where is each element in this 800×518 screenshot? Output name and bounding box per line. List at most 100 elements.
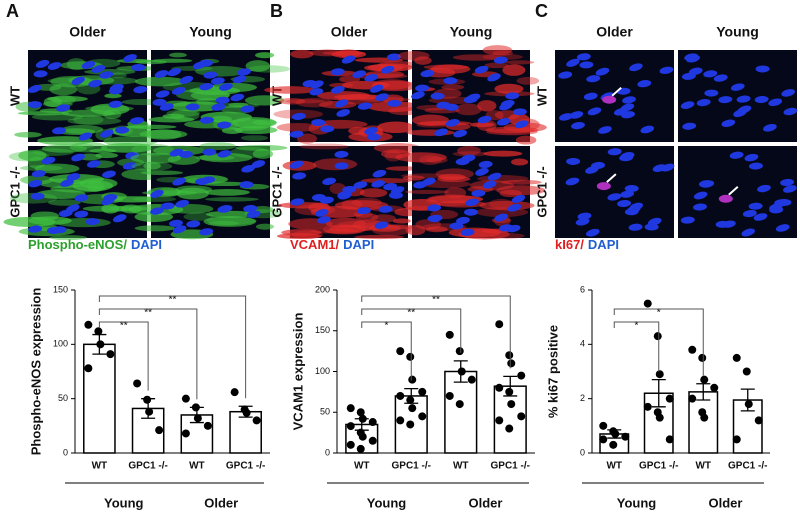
- nucleus: [371, 180, 386, 188]
- micrograph: [398, 45, 547, 145]
- nucleus: [430, 92, 445, 100]
- nucleus: [81, 61, 96, 69]
- significance-bracket: [98, 308, 198, 400]
- signal-fiber: [501, 179, 542, 185]
- data-point: [181, 429, 190, 438]
- data-point: [700, 375, 709, 384]
- nucleus: [577, 212, 592, 220]
- signal-fiber: [334, 200, 389, 211]
- nucleus: [78, 132, 93, 141]
- signal-fiber: [134, 225, 176, 232]
- nucleus: [178, 150, 193, 158]
- nucleus: [291, 112, 306, 120]
- nucleus: [311, 119, 326, 127]
- nucleus: [703, 70, 718, 78]
- signal-fiber: [404, 189, 450, 194]
- stain-name: DAPI: [343, 237, 374, 252]
- nucleus: [74, 210, 89, 218]
- nucleus: [199, 228, 214, 236]
- nucleus: [202, 148, 217, 156]
- data-point: [84, 364, 93, 373]
- data-point: [96, 340, 105, 349]
- nucleus: [108, 100, 123, 108]
- group-label: Older: [469, 495, 503, 510]
- data-point: [599, 435, 608, 444]
- nucleus: [199, 116, 214, 124]
- nucleus: [289, 160, 304, 169]
- signal-fiber: [371, 80, 420, 92]
- nucleus: [239, 181, 254, 189]
- data-point: [700, 413, 709, 422]
- nucleus: [680, 101, 695, 109]
- nucleus: [155, 90, 170, 98]
- signal-fiber: [402, 175, 425, 181]
- nucleus: [102, 170, 116, 178]
- nucleus: [357, 102, 372, 110]
- signal-fiber: [199, 142, 236, 151]
- data-point: [742, 367, 751, 376]
- nucleus: [167, 68, 182, 77]
- signal-fiber: [477, 100, 497, 112]
- nucleus: [115, 126, 130, 134]
- nucleus: [575, 218, 590, 226]
- x-tick-label: GPC1 -/-: [128, 461, 167, 472]
- nucleus: [783, 107, 798, 116]
- signal-fiber: [104, 93, 122, 99]
- significance-bracket: [361, 321, 412, 381]
- signal-fiber: [492, 50, 513, 56]
- nucleus: [659, 66, 674, 74]
- nucleus: [230, 93, 245, 102]
- nucleus: [644, 223, 659, 231]
- data-point: [445, 391, 454, 400]
- data-point: [688, 345, 697, 354]
- nucleus: [453, 129, 468, 138]
- signal-fiber: [255, 223, 275, 230]
- significance-bracket: [98, 321, 149, 391]
- signal-fiber: [47, 199, 81, 206]
- nucleus: [693, 203, 707, 211]
- nucleus: [108, 87, 123, 95]
- signal-fiber: [225, 118, 272, 131]
- micrograph: [555, 146, 675, 238]
- data-point: [406, 420, 415, 429]
- nucleus: [237, 68, 251, 76]
- significance-bracket: [98, 295, 247, 399]
- nucleus: [769, 203, 783, 211]
- nucleus: [246, 210, 261, 218]
- nucleus: [47, 62, 62, 70]
- nucleus: [427, 204, 442, 212]
- nucleus: [41, 156, 56, 165]
- signal-fiber: [203, 216, 257, 227]
- nucleus: [721, 119, 736, 127]
- signal-fiber: [400, 173, 450, 179]
- signal-fiber: [502, 64, 526, 76]
- nucleus: [700, 180, 715, 188]
- nucleus: [587, 107, 602, 116]
- nucleus: [198, 59, 213, 67]
- nucleus: [620, 190, 635, 198]
- nucleus: [500, 99, 515, 108]
- data-point: [358, 432, 367, 441]
- signal-fiber: [329, 183, 347, 195]
- nucleus: [150, 189, 164, 198]
- data-point: [406, 396, 415, 405]
- positive-nucleus: [602, 95, 617, 104]
- nucleus: [780, 178, 795, 187]
- nucleus: [86, 160, 101, 168]
- nucleus: [168, 219, 183, 227]
- group-label: Older: [204, 495, 238, 510]
- x-tick-label: GPC1 -/-: [226, 461, 265, 472]
- signal-fiber: [82, 205, 133, 212]
- signal-fiber: [359, 188, 388, 198]
- nucleus: [251, 160, 266, 168]
- data-point: [408, 375, 417, 384]
- nucleus: [378, 205, 393, 213]
- signal-fiber: [169, 52, 187, 58]
- significance-bracket: [613, 308, 704, 376]
- significance-bracket: [613, 321, 660, 372]
- panel-letter: C: [535, 1, 548, 21]
- nucleus: [449, 222, 464, 230]
- nucleus: [558, 71, 573, 79]
- nucleus: [622, 96, 636, 104]
- data-point: [710, 383, 719, 392]
